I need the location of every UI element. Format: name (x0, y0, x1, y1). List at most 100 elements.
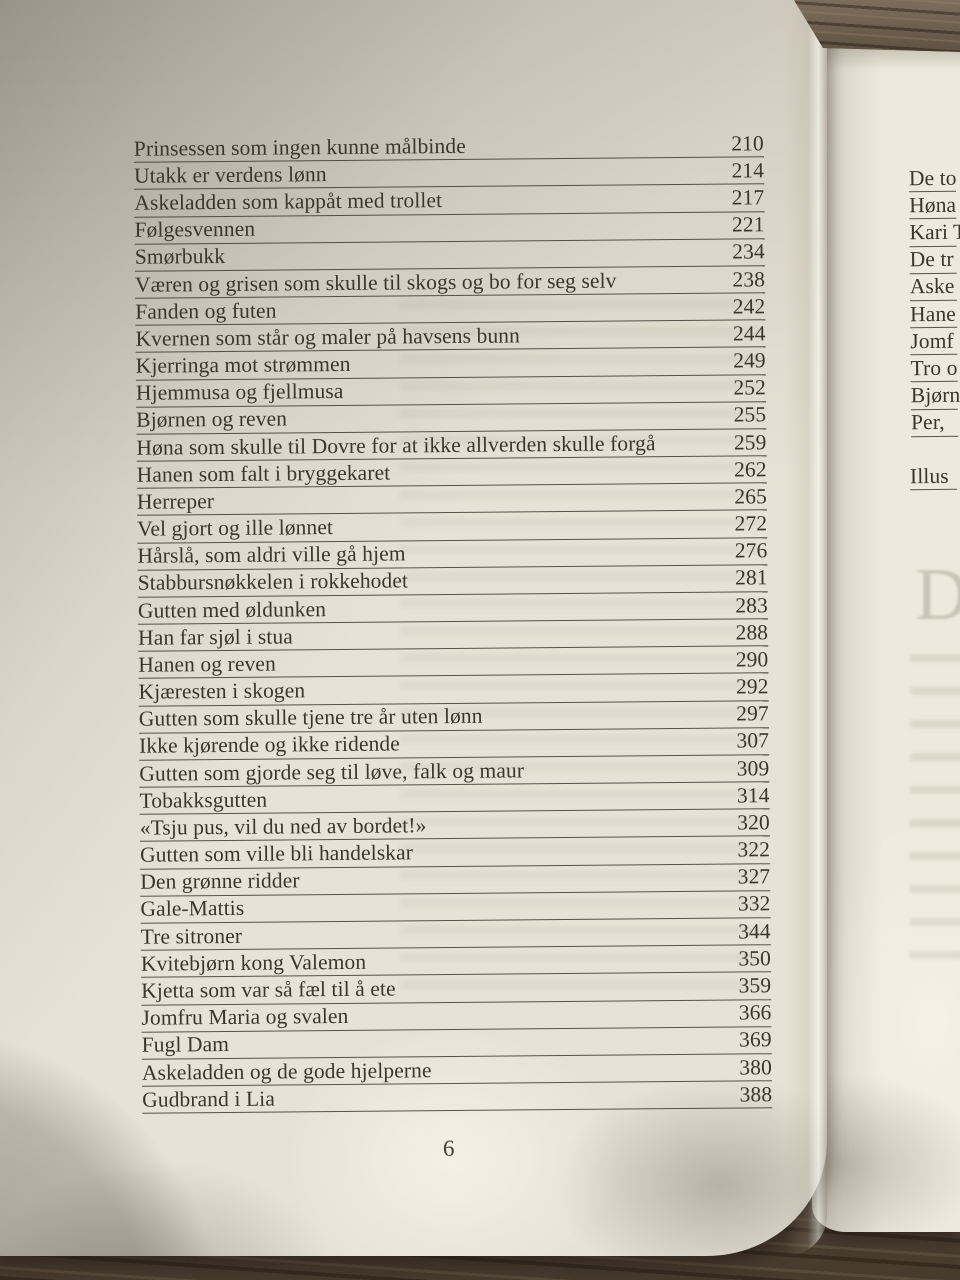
toc-page-number: 242 (732, 293, 766, 319)
fragment-text: Høna (909, 192, 957, 218)
toc-page-number: 350 (738, 946, 772, 971)
toc-title: Følgesvennen (134, 216, 256, 242)
toc-page-number: 238 (732, 266, 766, 292)
fragment-text: Tro o (910, 355, 958, 381)
toc-title: Hanen og reven (138, 651, 276, 677)
toc-title: Hårslå, som aldri ville gå hjem (137, 541, 406, 569)
toc-title: Bjørnen og reven (136, 406, 288, 433)
fragment-row: Jomf (910, 327, 958, 356)
toc-title: Jomfru Maria og svalen (141, 1004, 349, 1030)
toc-page-number: 252 (733, 375, 767, 400)
fragment-row: Hane (910, 300, 958, 329)
toc-title: Gudbrand i Lia (142, 1086, 276, 1112)
toc-page-number: 244 (732, 321, 766, 346)
toc-title: Tre sitroner (140, 923, 243, 949)
toc-title: Kjerringa mot strømmen (135, 351, 351, 378)
toc-title: Han far sjøl i stua (138, 624, 293, 650)
toc-title: Ikke kjørende og ikke ridende (138, 731, 400, 759)
toc-page-number: 272 (734, 511, 768, 536)
fragment-row: Kari T (909, 219, 960, 247)
toc-page-number: 320 (737, 810, 770, 835)
fragment-row: Tro o (910, 354, 958, 383)
toc-title: Den grønne ridder (140, 868, 300, 895)
toc-title: Askeladden som kappåt med trollet (134, 188, 443, 215)
toc-page-number: 388 (739, 1081, 773, 1107)
fragment-text: De to (908, 165, 957, 190)
wood-table-corner (788, 0, 960, 52)
fragment-row: Aske (909, 273, 957, 302)
toc-page-number: 344 (738, 918, 771, 944)
toc-title: Smørbukk (134, 244, 226, 270)
toc-page-number: 322 (737, 837, 771, 862)
toc-title: Hjemmusa og fjellmusa (135, 379, 344, 405)
toc-title: Fugl Dam (141, 1032, 230, 1058)
toc-title: Askeladden og de gode hjelperne (141, 1057, 432, 1085)
toc-title: Gale-Mattis (140, 896, 245, 922)
toc-page-number: 314 (736, 783, 770, 808)
fragment-text: Jomf (910, 328, 954, 353)
toc-title: Høna som skulle til Dovre for at ikke al… (136, 430, 656, 460)
toc-page-number: 214 (731, 158, 765, 183)
fragment-row: De to (908, 164, 957, 193)
toc-page-number: 283 (735, 592, 768, 618)
toc-title: Kjæresten i skogen (138, 678, 306, 704)
toc-page-number: 234 (732, 239, 765, 264)
toc-title: Gutten som ville bli handelskar (139, 840, 414, 867)
toc-title: Fanden og futen (135, 298, 277, 324)
fragment-text: Aske (909, 274, 955, 299)
toc-title: Væren og grisen som skulle til skogs og … (134, 268, 617, 297)
ghost-dropcap: D (915, 554, 960, 636)
toc-page-number: 259 (733, 429, 767, 455)
toc-page-number: 307 (736, 728, 770, 753)
toc-page-number: 359 (738, 973, 772, 998)
fragment-text: Kari T (909, 219, 960, 245)
toc-title: Gutten som gjorde seg til løve, falk og … (139, 758, 525, 786)
toc-page-number: 380 (739, 1054, 772, 1080)
toc-page-number: 332 (737, 891, 771, 917)
toc-title: Herreper (136, 488, 215, 514)
toc-page-number: 210 (731, 130, 764, 156)
toc-title: Kvitebjørn kong Valemon (140, 949, 367, 976)
toc-page-number: 265 (734, 484, 768, 509)
fragment-row-illustrations: Illus (909, 462, 958, 491)
left-page: Prinsessen som ingen kunne målbinde 210 … (0, 0, 827, 1256)
toc-title: «Tsju pus, vil du ned av bordet!» (139, 813, 427, 840)
toc-page-number: 276 (734, 538, 768, 563)
toc-title: Gutten som skulle tjene tre år uten lønn (138, 704, 483, 732)
ghost-showthrough-lines (910, 654, 960, 984)
folio-number: 6 (443, 1136, 455, 1161)
fragment-row: Per, (910, 409, 959, 437)
toc-title: Prinsessen som ingen kunne målbinde (133, 133, 466, 161)
toc-row: Gudbrand i Lia 388 (142, 1081, 773, 1114)
fragment-row: Bjørn (910, 382, 960, 410)
toc-page-number: 255 (733, 402, 767, 427)
toc-page-number: 366 (738, 1000, 772, 1025)
toc-title: Vel gjort og ille lønnet (137, 515, 334, 541)
toc-title: Stabbursnøkkelen i rokkehodet (137, 568, 409, 596)
fragment-text: Illus (909, 463, 949, 488)
fragment-text: Per, (910, 410, 945, 435)
toc-title: Gutten med øldunken (137, 596, 327, 623)
fragment-text: Bjørn (910, 382, 960, 408)
fragment-row: De tr (909, 246, 957, 274)
toc-page-number: 309 (736, 755, 770, 781)
toc-list: Prinsessen som ingen kunne målbinde 210 … (133, 130, 773, 1114)
toc-page-number: 249 (733, 348, 766, 373)
fragment-text: Hane (910, 301, 956, 326)
toc-page-number: 292 (735, 674, 769, 699)
toc-page-number: 221 (731, 212, 765, 237)
toc-page-number: 327 (737, 864, 771, 889)
right-page: De to Høna Kari T De tr Aske (812, 44, 960, 1232)
toc-title: Tobakksgutten (139, 787, 268, 813)
toc-title: Kvernen som står og maler på havsens bun… (135, 323, 521, 351)
toc-title: Kjetta som var så fæl til å ete (141, 976, 396, 1003)
toc-page-number: 297 (736, 701, 769, 726)
fragment-text: De tr (909, 247, 954, 272)
fragment-row: Høna (909, 191, 957, 220)
showthrough-overlay (400, 300, 760, 1000)
toc-page-number: 369 (738, 1027, 772, 1052)
toc-page-number: 217 (731, 185, 765, 210)
toc-title: Hanen som falt i bryggekaret (136, 460, 391, 487)
toc-page-number: 281 (734, 565, 768, 590)
